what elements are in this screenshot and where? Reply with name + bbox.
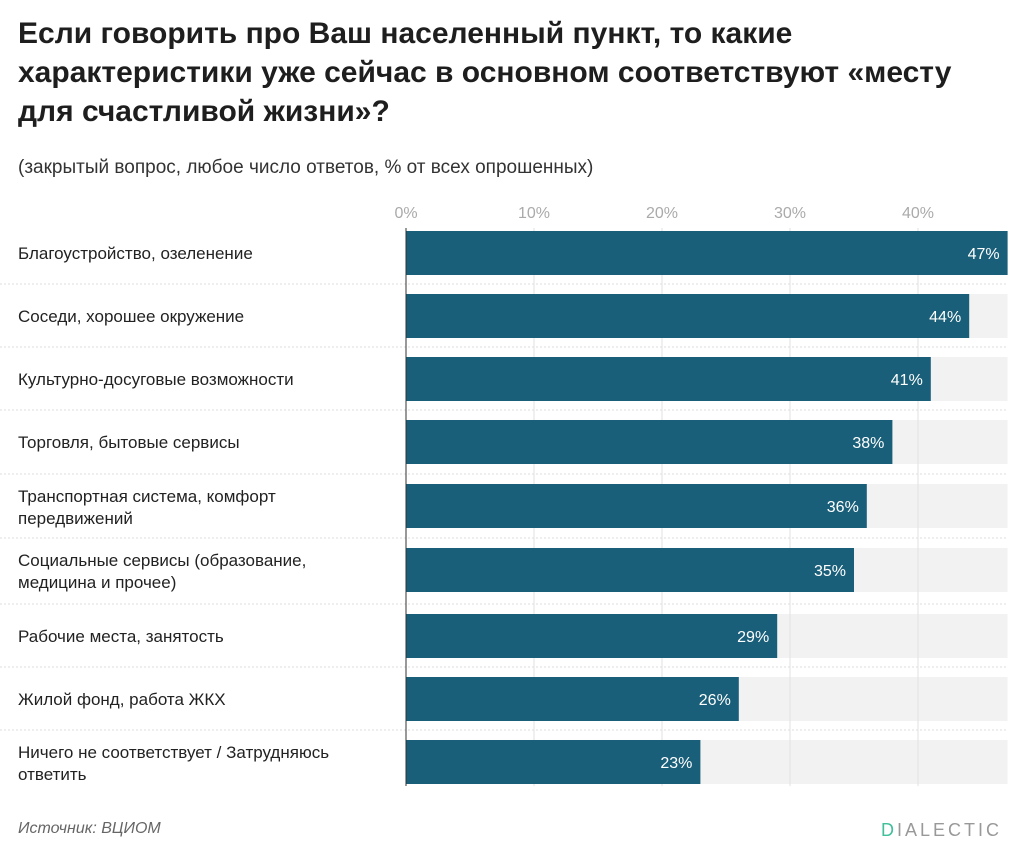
category-label: ответить <box>18 765 87 784</box>
x-tick-label: 40% <box>902 205 934 222</box>
x-tick-label: 10% <box>518 205 550 222</box>
category-label: Социальные сервисы (образование, <box>18 551 306 570</box>
data-label: 41% <box>891 372 923 389</box>
category-label: Рабочие места, занятость <box>18 627 224 646</box>
data-label: 26% <box>699 692 731 709</box>
data-label: 47% <box>968 246 1000 263</box>
bar <box>406 231 1008 275</box>
data-label: 36% <box>827 499 859 516</box>
source-note: Источник: ВЦИОМ <box>18 820 161 837</box>
chart-subtitle: (закрытый вопрос, любое число ответов, %… <box>18 157 594 178</box>
category-label: Ничего не соответствует / Затрудняюсь <box>18 743 329 762</box>
bar <box>406 614 778 658</box>
category-label: передвижений <box>18 509 133 528</box>
category-label: Благоустройство, озеленение <box>18 244 253 263</box>
category-label: Жилой фонд, работа ЖКХ <box>18 690 226 709</box>
data-label: 44% <box>929 309 961 326</box>
category-label: медицина и прочее) <box>18 573 176 592</box>
category-label: Культурно-досуговые возможности <box>18 370 294 389</box>
category-label: Транспортная система, комфорт <box>18 487 276 506</box>
x-tick-label: 0% <box>394 205 417 222</box>
bar <box>406 294 970 338</box>
bar <box>406 740 701 784</box>
data-label: 29% <box>737 629 769 646</box>
category-label: Соседи, хорошее окружение <box>18 307 244 326</box>
data-label: 23% <box>660 755 692 772</box>
category-label: Торговля, бытовые сервисы <box>18 433 240 452</box>
bar <box>406 357 931 401</box>
bar <box>406 677 739 721</box>
data-label: 35% <box>814 563 846 580</box>
data-label: 38% <box>852 435 884 452</box>
bar <box>406 420 893 464</box>
chart-title: Если говорить про Ваш населенный пункт, … <box>18 17 952 128</box>
x-tick-label: 20% <box>646 205 678 222</box>
x-tick-label: 30% <box>774 205 806 222</box>
bar <box>406 548 854 592</box>
dialectic-logo: DIALECTIC <box>880 820 1002 840</box>
bar <box>406 484 867 528</box>
